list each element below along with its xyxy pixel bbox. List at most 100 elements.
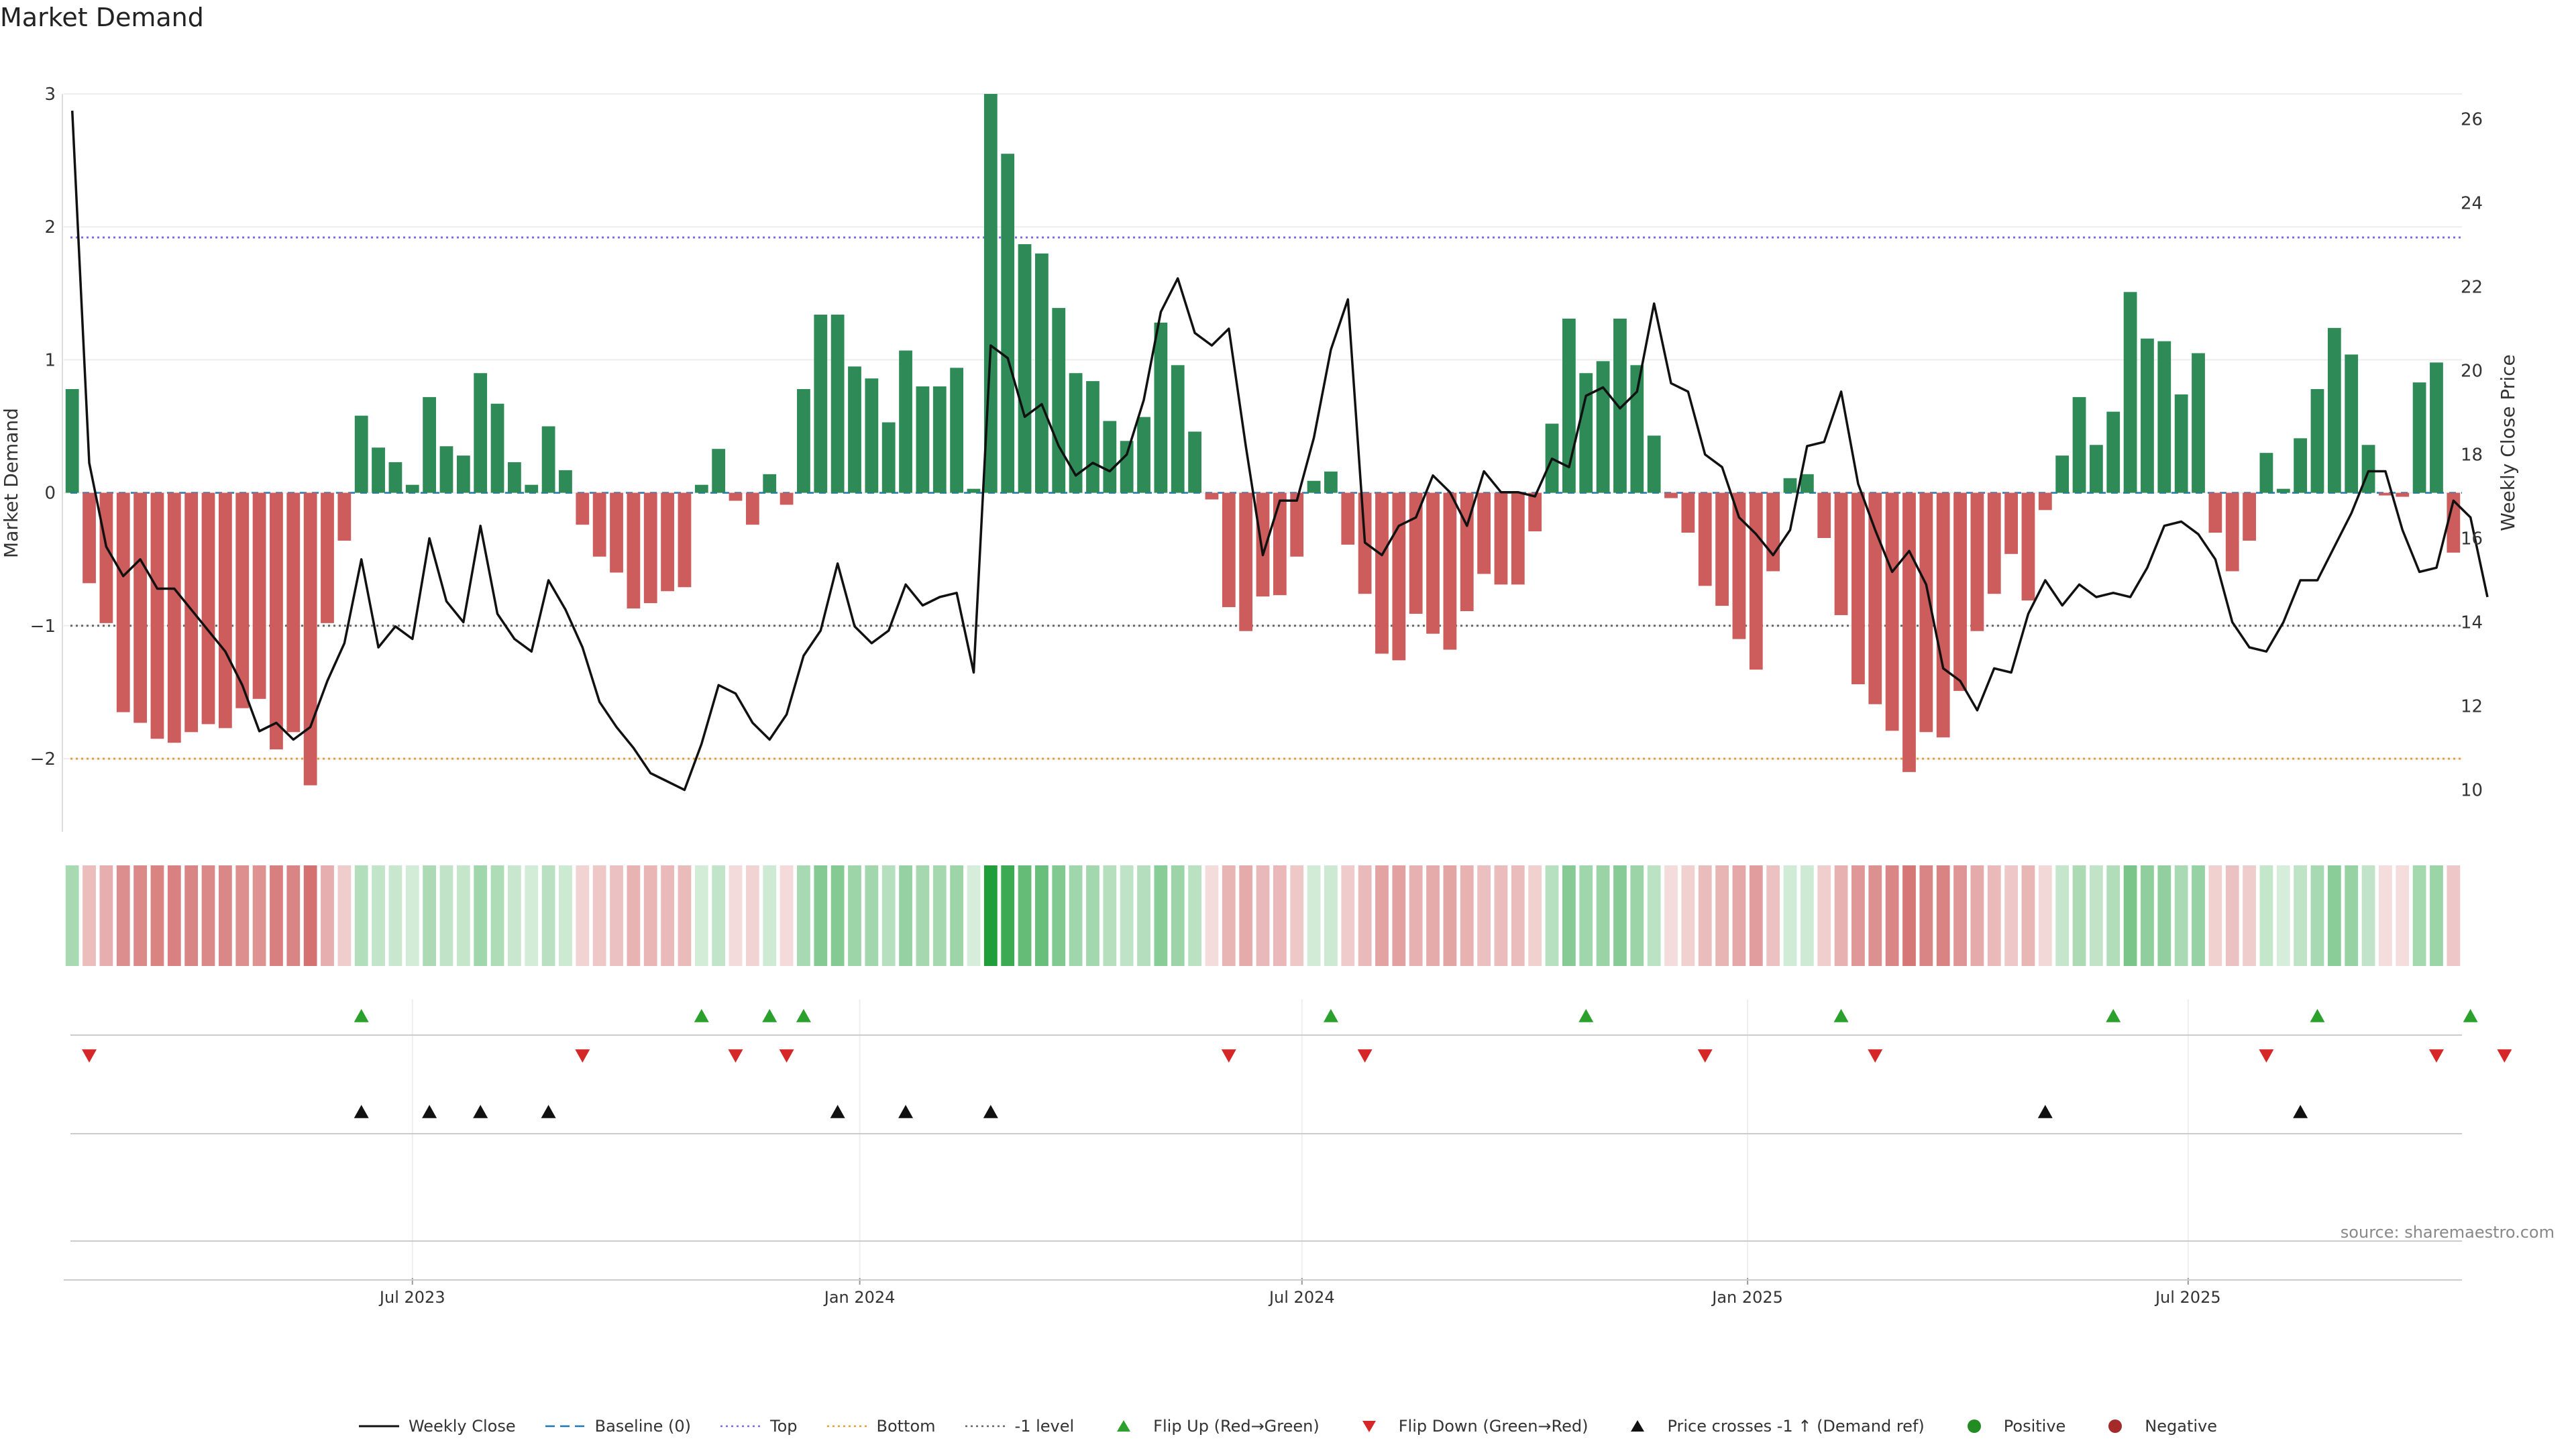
demand-bar [1851, 492, 1865, 684]
flip-down-marker [779, 1049, 794, 1063]
price-cross-marker [541, 1105, 556, 1118]
heat-cell [201, 865, 215, 966]
legend-label: Baseline (0) [594, 1417, 691, 1436]
heat-cell [916, 865, 930, 966]
heat-cell [1545, 865, 1559, 966]
flip-down-marker [2497, 1049, 2512, 1063]
heat-cell [1154, 865, 1168, 966]
heat-cell [712, 865, 726, 966]
demand-bar [490, 403, 504, 493]
demand-bar [2345, 354, 2359, 493]
legend-swatch [545, 1425, 586, 1428]
heat-cell [814, 865, 828, 966]
demand-bar [2310, 389, 2324, 493]
heat-cell [167, 865, 181, 966]
heat-cell [235, 865, 250, 966]
flip-down-marker [82, 1049, 97, 1063]
heat-cell [1613, 865, 1627, 966]
legend-swatch [826, 1425, 867, 1428]
heat-cell [1647, 865, 1661, 966]
price-cross-marker [983, 1105, 998, 1118]
y2-tick-label: 10 [2461, 781, 2483, 801]
heat-cell [1426, 865, 1440, 966]
x-tick-label: Jan 2025 [1711, 1288, 1783, 1307]
heat-cell [592, 865, 606, 966]
demand-bar [2379, 492, 2392, 496]
flip-down-marker [575, 1049, 590, 1063]
heat-cell [2123, 865, 2137, 966]
heat-cell [745, 865, 759, 966]
demand-bar [2157, 341, 2171, 493]
heat-cell [2310, 865, 2324, 966]
price-cross-marker [898, 1105, 914, 1118]
demand-bar [1018, 244, 1032, 493]
heat-cell [1307, 865, 1321, 966]
demand-bar [2225, 492, 2239, 572]
y2-tick-label: 22 [2461, 278, 2483, 298]
heat-cell [65, 865, 79, 966]
heat-cell [2412, 865, 2426, 966]
heat-cell [2361, 865, 2375, 966]
demand-bar [1528, 492, 1542, 532]
demand-bar [1647, 435, 1661, 493]
heat-cell [1222, 865, 1236, 966]
legend-item: Flip Up (Red→Green) [1104, 1417, 1320, 1436]
heat-cell [1715, 865, 1729, 966]
heat-cell [983, 865, 998, 966]
demand-bar [661, 492, 674, 592]
flip-up-marker [2463, 1009, 2478, 1022]
flip-up-marker [796, 1009, 811, 1022]
heat-cell [252, 865, 266, 966]
demand-bar [1817, 492, 1831, 538]
heat-cell [1069, 865, 1083, 966]
flip-up-marker [762, 1009, 777, 1022]
demand-bar [1902, 492, 1916, 772]
demand-bar [388, 462, 402, 493]
heat-cell [1188, 865, 1201, 966]
demand-bar [881, 422, 896, 493]
heat-cell [2072, 865, 2086, 966]
legend-label: Flip Down (Green→Red) [1398, 1417, 1589, 1436]
signal-markers [82, 1009, 2512, 1118]
heat-cell [133, 865, 147, 966]
demand-bar [1766, 492, 1780, 572]
heat-cell [1953, 865, 1967, 966]
heat-cell [1086, 865, 1099, 966]
heat-cell [1120, 865, 1134, 966]
demand-bar [1426, 492, 1440, 634]
demand-bar [2089, 445, 2103, 493]
demand-bar [1783, 478, 1797, 493]
x-tick-label: Jul 2025 [2154, 1288, 2221, 1307]
demand-bar [1800, 474, 1814, 493]
demand-bar [1273, 492, 1287, 596]
y2-tick-label: 12 [2461, 697, 2483, 717]
demand-bar [150, 492, 164, 739]
flip-up-marker [1578, 1009, 1594, 1022]
heat-cell [354, 865, 368, 966]
heat-cell [678, 865, 692, 966]
demand-bar [814, 315, 828, 493]
demand-bar [2123, 292, 2137, 493]
heat-cell [1443, 865, 1457, 966]
y2-tick-label: 18 [2461, 445, 2483, 466]
source-note: source: sharemaestro.com [2340, 1223, 2555, 1242]
demand-bar [2430, 362, 2443, 493]
heat-cell [116, 865, 130, 966]
heat-cell [1358, 865, 1372, 966]
flip-down-marker [2259, 1049, 2274, 1063]
heat-cell [525, 865, 539, 966]
heat-cell [1681, 865, 1695, 966]
demand-bar [576, 492, 590, 525]
heat-cell [1460, 865, 1474, 966]
heat-cell [1902, 865, 1916, 966]
heat-cell [286, 865, 301, 966]
demand-bar [1732, 492, 1746, 639]
demand-bar [1868, 492, 1882, 704]
legend-swatch [1117, 1420, 1131, 1432]
heat-cell [1834, 865, 1848, 966]
heat-cell [490, 865, 504, 966]
heat-cell [2294, 865, 2308, 966]
demand-bar [1341, 492, 1355, 545]
y2-tick-label: 24 [2461, 194, 2483, 214]
demand-bar [321, 492, 334, 623]
